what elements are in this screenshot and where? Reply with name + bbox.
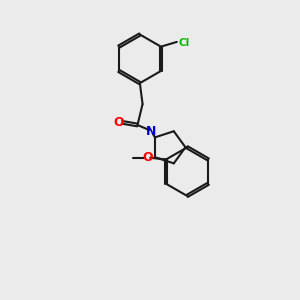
Text: N: N	[146, 124, 156, 138]
Text: Cl: Cl	[178, 38, 190, 48]
Text: O: O	[142, 151, 153, 164]
Text: O: O	[114, 116, 124, 129]
